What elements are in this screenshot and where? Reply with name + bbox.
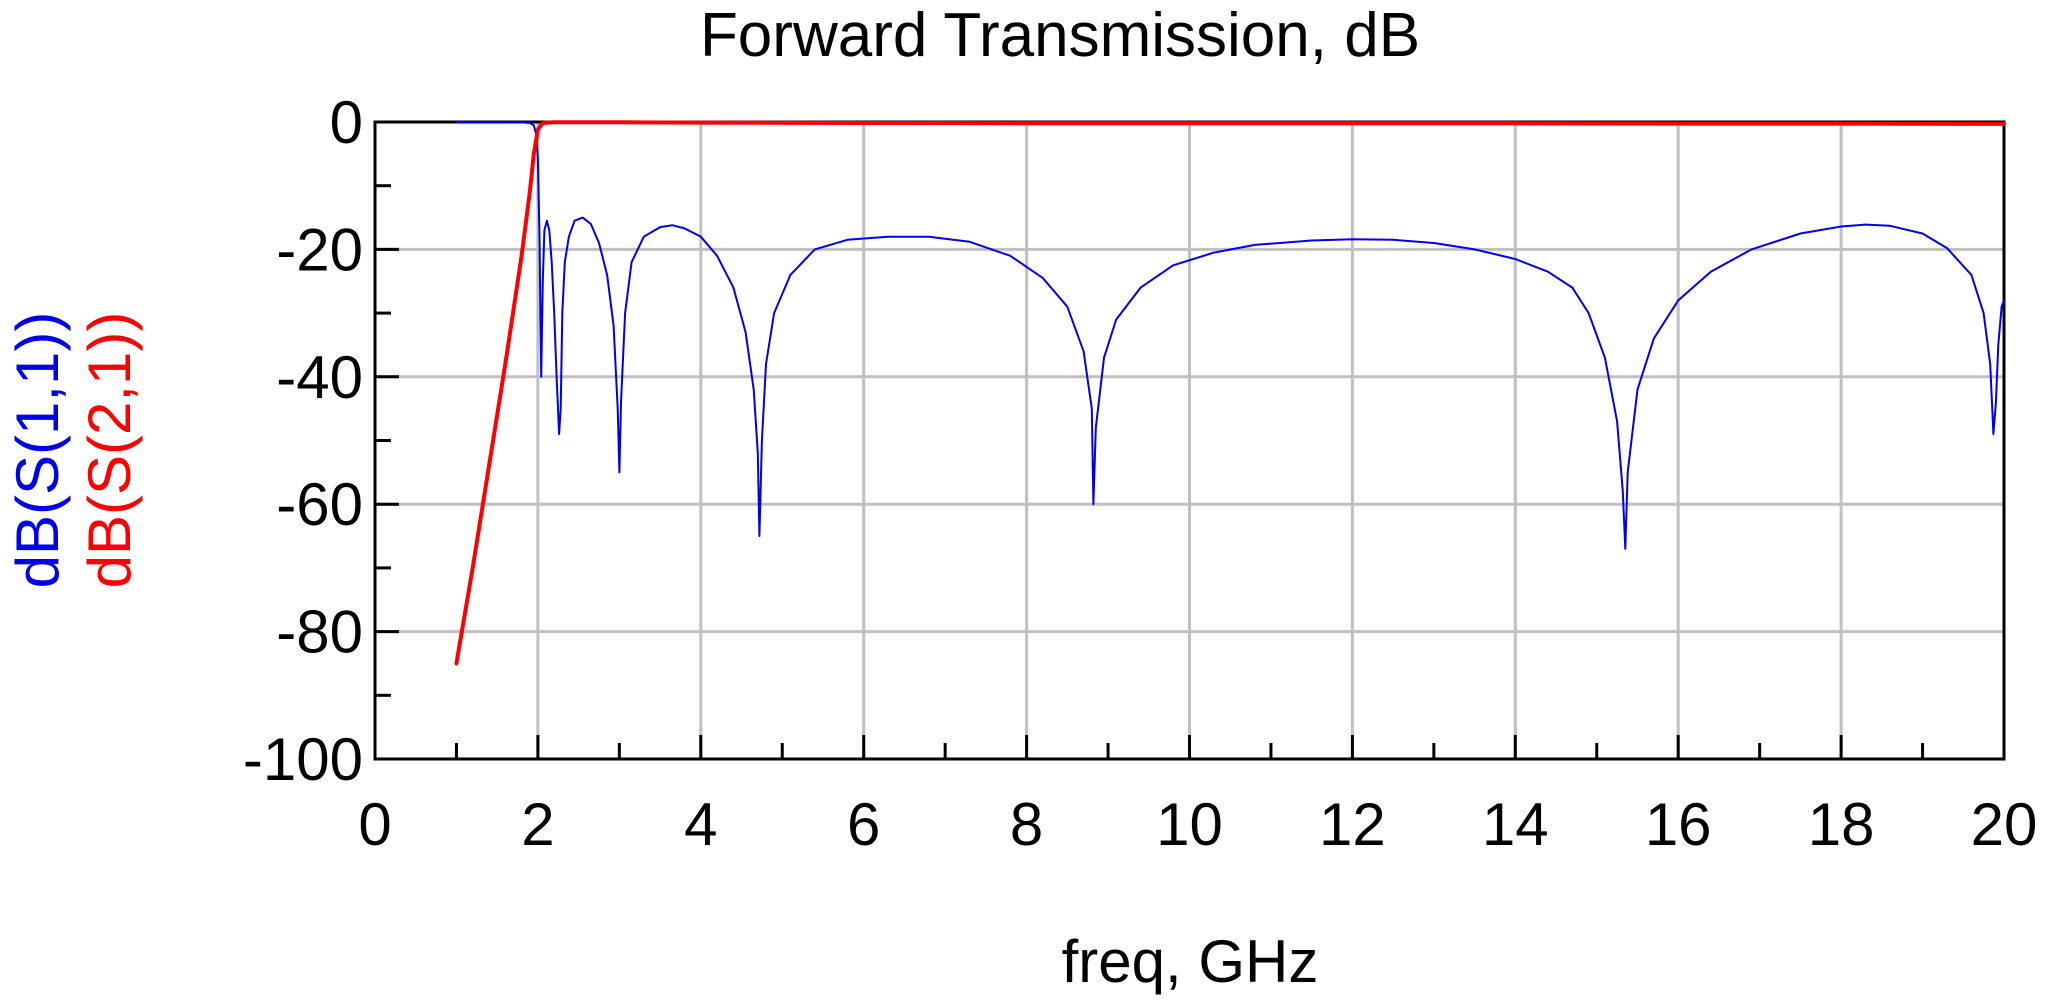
series-line-s11 — [455, 121, 2005, 550]
y-axis-labels: dB(S(1,1)) dB(S(2,1)) — [4, 312, 143, 589]
series-layer — [454, 120, 2006, 666]
y-tick-label: -80 — [276, 599, 363, 666]
x-tick-label: 14 — [1482, 791, 1549, 858]
x-tick-label: 18 — [1808, 791, 1875, 858]
y-tick-label: -20 — [276, 216, 363, 283]
grid — [375, 122, 2004, 759]
y-axis-label-s21: dB(S(2,1)) — [76, 312, 143, 589]
x-tick-label: 10 — [1156, 791, 1223, 858]
x-tick-label: 20 — [1971, 791, 2038, 858]
y-tick-label: -60 — [276, 471, 363, 538]
x-tick-label: 12 — [1319, 791, 1386, 858]
series-line-s21 — [454, 120, 2006, 666]
x-tick-labels: 0 2 4 6 8 10 12 14 16 18 20 — [358, 791, 2037, 858]
x-axis-label: freq, GHz — [1062, 928, 1319, 995]
x-tick-label: 4 — [684, 791, 717, 858]
y-tick-labels: 0 -20 -40 -60 -80 -100 — [243, 89, 363, 793]
x-tick-label: 16 — [1645, 791, 1712, 858]
chart-title: Forward Transmission, dB — [700, 1, 1420, 70]
x-tick-label: 8 — [1010, 791, 1043, 858]
y-tick-label: -40 — [276, 344, 363, 411]
y-axis-label-s11: dB(S(1,1)) — [4, 312, 71, 589]
y-tick-label: 0 — [330, 89, 363, 156]
y-tick-label: -100 — [243, 726, 363, 793]
x-tick-label: 2 — [521, 791, 554, 858]
x-tick-label: 0 — [358, 791, 391, 858]
x-tick-label: 6 — [847, 791, 880, 858]
